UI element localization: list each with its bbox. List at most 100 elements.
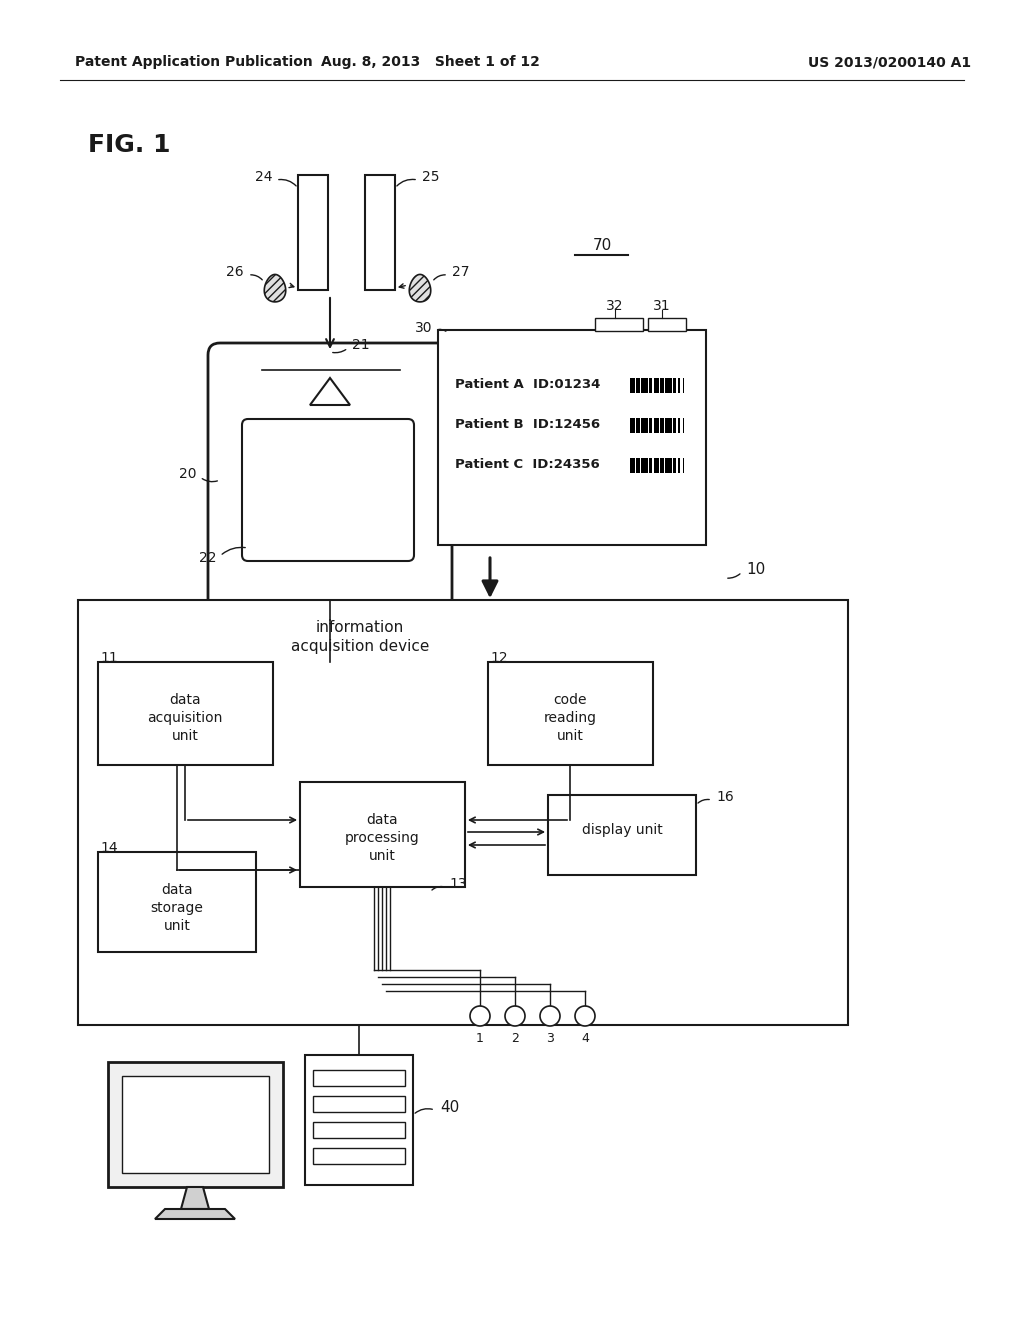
Text: 10: 10 [746,561,765,577]
Bar [98,851,256,952]
Bar [683,458,684,473]
FancyBboxPatch shape [208,343,452,632]
Text: 3: 3 [546,1031,554,1044]
Text: unit: unit [172,729,199,743]
Text: acquisition device: acquisition device [291,639,429,655]
Bar [365,176,395,290]
Bar [654,458,658,473]
Text: processing: processing [345,832,420,845]
Bar [300,781,465,887]
Text: data: data [367,813,397,828]
Bar [683,417,684,433]
Text: information: information [315,619,404,635]
Bar [298,176,328,290]
Polygon shape [310,378,350,405]
Text: code: code [553,693,587,708]
Bar [649,378,652,392]
Bar [595,318,643,331]
Text: 25: 25 [422,170,439,183]
Text: 14: 14 [100,841,118,855]
Text: 31: 31 [653,300,671,313]
Polygon shape [264,275,286,302]
Bar [673,458,677,473]
Bar [636,458,640,473]
Text: 16: 16 [716,789,734,804]
Bar [313,1148,406,1164]
Polygon shape [181,1187,209,1209]
Text: acquisition: acquisition [147,711,222,725]
Bar [636,417,640,433]
Text: Patient C  ID:24356: Patient C ID:24356 [455,458,600,471]
Bar [548,795,696,875]
Text: Patent Application Publication: Patent Application Publication [75,55,312,69]
Text: data: data [161,883,193,898]
Bar [673,378,677,392]
Bar [313,1122,406,1138]
Bar [98,663,273,766]
Text: 26: 26 [226,265,244,279]
Bar [654,378,658,392]
Bar [641,458,647,473]
Bar [666,458,672,473]
Text: data: data [169,693,201,708]
Circle shape [470,1006,490,1026]
Bar [641,378,647,392]
Bar [660,417,664,433]
Bar [78,601,848,1026]
Bar [654,417,658,433]
Bar [649,417,652,433]
Text: 27: 27 [452,265,469,279]
Bar [666,417,672,433]
Bar [630,378,635,392]
Bar [438,330,706,545]
Text: Patient A  ID:01234: Patient A ID:01234 [455,379,600,392]
Polygon shape [155,1209,234,1218]
Text: 32: 32 [606,300,624,313]
Text: 24: 24 [255,170,272,183]
Text: reading: reading [544,711,597,725]
Bar [660,378,664,392]
Text: Aug. 8, 2013   Sheet 1 of 12: Aug. 8, 2013 Sheet 1 of 12 [321,55,540,69]
Polygon shape [410,275,431,302]
Bar [313,1096,406,1111]
Text: 30: 30 [415,321,432,335]
Bar [108,1063,283,1187]
Circle shape [575,1006,595,1026]
FancyBboxPatch shape [242,418,414,561]
Text: US 2013/0200140 A1: US 2013/0200140 A1 [808,55,972,69]
Text: 1: 1 [476,1031,484,1044]
Bar [666,378,672,392]
Bar [641,417,647,433]
Text: 20: 20 [178,467,196,480]
Bar [649,458,652,473]
Bar [648,318,686,331]
Text: Patient B  ID:12456: Patient B ID:12456 [455,418,600,432]
Text: 70: 70 [592,238,611,252]
Text: unit: unit [369,849,395,863]
Text: 11: 11 [100,651,118,665]
Text: 2: 2 [511,1031,519,1044]
Text: storage: storage [151,902,204,915]
Bar [660,458,664,473]
Bar [313,1071,406,1086]
Bar [122,1076,269,1173]
Bar [678,417,680,433]
Bar [630,458,635,473]
Text: unit: unit [557,729,584,743]
Bar [673,417,677,433]
Text: display unit: display unit [582,822,663,837]
Bar [683,378,684,392]
Bar [630,417,635,433]
Text: 22: 22 [199,550,216,565]
Circle shape [540,1006,560,1026]
Text: unit: unit [164,919,190,933]
Bar [636,378,640,392]
Text: 4: 4 [581,1031,589,1044]
Text: 40: 40 [440,1100,459,1114]
Bar [488,663,653,766]
Bar [678,458,680,473]
Text: 12: 12 [490,651,508,665]
Text: 13: 13 [449,876,467,891]
Text: FIG. 1: FIG. 1 [88,133,171,157]
Bar [305,1055,413,1185]
